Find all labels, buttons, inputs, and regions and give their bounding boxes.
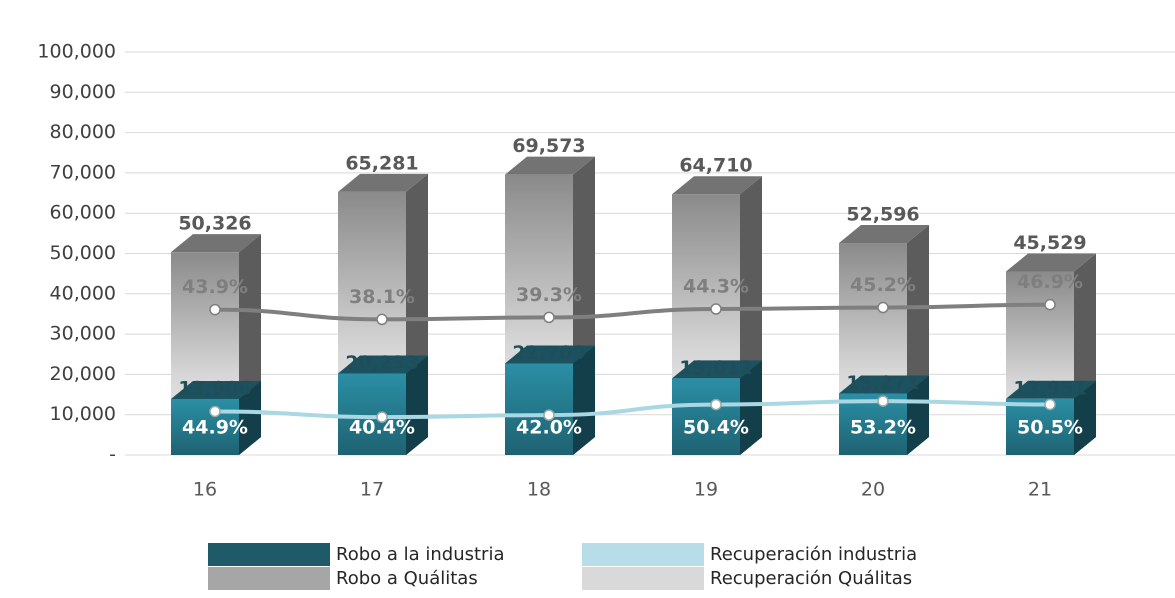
bar xyxy=(839,393,907,455)
legend-label: Recuperación industria xyxy=(710,544,917,565)
bar-top xyxy=(1006,380,1096,399)
data-label: 45.2% xyxy=(850,274,916,296)
data-label: 15,271 xyxy=(846,372,919,394)
legend-swatch xyxy=(208,567,330,590)
bar-top xyxy=(839,225,929,244)
line-marker xyxy=(209,405,221,418)
legend-label: Recuperación Quálitas xyxy=(710,568,912,589)
y-tick-label: 10,000 xyxy=(50,403,116,425)
data-label: 20,233 xyxy=(345,352,418,374)
bar-top xyxy=(1006,253,1096,272)
line-marker xyxy=(209,303,221,316)
x-tick-label: 21 xyxy=(1028,479,1052,501)
line-marker xyxy=(543,409,555,421)
line-marker xyxy=(877,395,889,407)
y-tick-label: 100,000 xyxy=(37,41,116,63)
data-label: 50,326 xyxy=(178,213,251,235)
bar-top xyxy=(171,234,261,253)
data-label: 64,710 xyxy=(679,155,752,177)
y-tick-label: 60,000 xyxy=(50,202,116,224)
data-label: 19,012 xyxy=(679,357,752,379)
bar-top xyxy=(839,375,929,394)
bar-side xyxy=(1074,380,1096,455)
x-tick-label: 18 xyxy=(527,479,551,501)
y-tick-label: 20,000 xyxy=(50,363,116,385)
data-label: 53.2% xyxy=(850,417,916,439)
data-label: 69,573 xyxy=(512,135,585,157)
legend-swatch xyxy=(582,543,704,566)
y-tick-label: - xyxy=(109,444,116,466)
line-marker xyxy=(1044,298,1056,311)
data-label: 44.3% xyxy=(683,276,749,298)
legend-label: Robo a Quálitas xyxy=(336,568,478,589)
data-label: 43.9% xyxy=(182,276,248,298)
line-marker xyxy=(877,301,889,314)
bar-side xyxy=(239,380,261,455)
x-tick-label: 19 xyxy=(694,479,718,501)
bar-side xyxy=(740,360,762,455)
bar-top xyxy=(672,176,762,195)
data-label: 50.5% xyxy=(1017,417,1083,439)
x-tick-label: 16 xyxy=(193,479,217,501)
x-tick-label: 20 xyxy=(861,479,885,501)
line-marker xyxy=(376,411,388,423)
legend-label: Robo a la industria xyxy=(336,544,505,565)
line-marker xyxy=(1044,398,1056,411)
bar-side xyxy=(907,375,929,455)
data-label: 50.4% xyxy=(683,417,749,439)
bar xyxy=(672,378,740,455)
bar xyxy=(171,398,239,455)
y-tick-label: 90,000 xyxy=(50,81,116,103)
line-marker xyxy=(376,313,388,326)
line-marker xyxy=(710,303,722,315)
bar xyxy=(505,363,573,455)
data-label: 38.1% xyxy=(349,286,415,308)
bar-top xyxy=(338,355,428,374)
y-tick-label: 70,000 xyxy=(50,161,116,183)
data-label: 22,709 xyxy=(512,342,585,364)
data-label: 13,951 xyxy=(1013,377,1086,399)
line xyxy=(214,302,1051,322)
bar-side xyxy=(406,355,428,455)
data-label: 45,529 xyxy=(1013,232,1086,254)
bar-top xyxy=(672,360,762,379)
data-label: 13,906 xyxy=(178,377,251,399)
bar xyxy=(1006,398,1074,455)
data-label: 44.9% xyxy=(182,417,248,439)
y-tick-label: 50,000 xyxy=(50,242,116,264)
data-label: 39.3% xyxy=(516,284,582,306)
bar-top xyxy=(338,173,428,192)
y-tick-label: 30,000 xyxy=(50,323,116,345)
data-label: 40.4% xyxy=(349,417,415,439)
y-tick-label: 80,000 xyxy=(50,121,116,143)
data-label: 42.0% xyxy=(516,417,582,439)
line-marker xyxy=(543,311,555,324)
bar xyxy=(338,373,406,455)
legend-swatch xyxy=(582,567,704,590)
data-label: 52,596 xyxy=(846,204,919,226)
bar-top xyxy=(505,156,595,175)
bar-top xyxy=(171,380,261,399)
bar-side xyxy=(573,345,595,455)
x-tick-label: 17 xyxy=(360,479,384,501)
data-label: 46.9% xyxy=(1017,271,1083,293)
y-tick-label: 40,000 xyxy=(50,282,116,304)
data-label: 65,281 xyxy=(345,152,418,174)
line xyxy=(214,399,1051,420)
line-marker xyxy=(710,398,722,411)
bar-top xyxy=(505,345,595,364)
legend-swatch xyxy=(208,543,330,566)
